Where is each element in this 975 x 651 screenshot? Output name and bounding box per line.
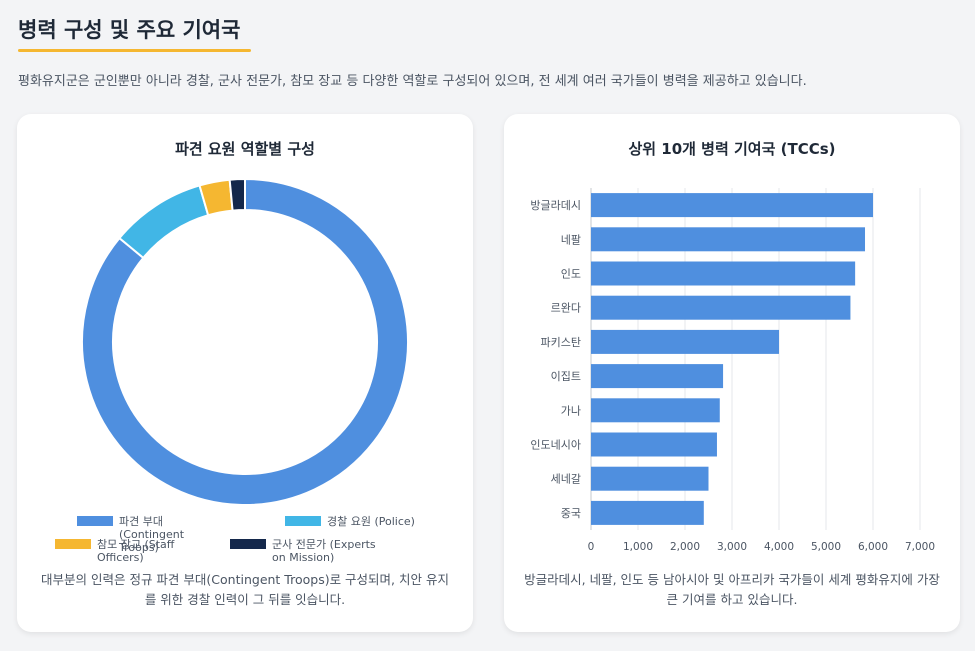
bar-4 xyxy=(591,295,851,320)
bar-8 xyxy=(591,432,717,457)
legend-label-1-line-1: 파견 부대 xyxy=(119,515,163,528)
y-tick-label-2: 네팔 xyxy=(561,233,581,246)
title-underline xyxy=(18,49,251,52)
legend-swatch-4 xyxy=(230,539,266,549)
legend-label-3-line-1: 참모 장교 (Staff xyxy=(97,538,175,551)
y-tick-label-9: 세네갈 xyxy=(551,472,581,486)
legend-label-4-line-1: 군사 전문가 (Experts xyxy=(272,538,376,551)
x-tick-label-1: 0 xyxy=(588,541,595,553)
bar-3 xyxy=(591,261,856,286)
y-tick-label-7: 가나 xyxy=(561,404,581,417)
x-tick-label-5: 4,000 xyxy=(764,541,794,553)
donut-chart-caption: 대부분의 인력은 정규 파견 부대(Contingent Troops)로 구성… xyxy=(41,572,449,607)
x-tick-label-8: 7,000 xyxy=(905,541,935,553)
bar-10 xyxy=(591,500,704,525)
x-tick-label-4: 3,000 xyxy=(717,541,747,553)
bar-5 xyxy=(591,329,779,354)
role-composition-card: 파견 요원 역할별 구성 파견 부대 (Contingent Troops) 경찰 요… xyxy=(17,114,473,632)
legend-label-3-line-2: Officers) xyxy=(97,551,144,564)
bar-chart-title: 상위 10개 병력 기여국 (TCCs) xyxy=(628,140,836,158)
legend-label-2-line-1: 경찰 요원 (Police) xyxy=(327,515,415,528)
y-tick-label-5: 파키스탄 xyxy=(541,336,581,349)
legend-label-1-line-3: Troops) xyxy=(118,541,159,554)
section-title: 병력 구성 및 주요 기여국 xyxy=(18,18,241,42)
y-tick-label-3: 인도 xyxy=(561,268,581,281)
donut-slice-1 xyxy=(81,177,409,506)
legend-swatch-3 xyxy=(55,539,91,549)
x-tick-label-6: 5,000 xyxy=(811,541,841,553)
bar-1 xyxy=(591,193,873,218)
section-intro: 평화유지군은 군인뿐만 아니라 경찰, 군사 전문가, 참모 장교 등 다양한 … xyxy=(18,74,807,89)
bar-chart-caption: 방글라데시, 네팔, 인도 등 남아시아 및 아프리카 국가들이 세계 평화유지… xyxy=(524,572,940,607)
bar-2 xyxy=(591,227,866,252)
y-tick-label-1: 방글라데시 xyxy=(530,199,581,212)
y-tick-label-10: 중국 xyxy=(561,507,581,520)
x-tick-label-3: 2,000 xyxy=(670,541,700,553)
donut-chart-title: 파견 요원 역할별 구성 xyxy=(175,140,315,158)
legend-swatch-1 xyxy=(77,516,113,526)
y-tick-label-6: 이집트 xyxy=(551,370,581,383)
legend-label-1-line-2: (Contingent xyxy=(119,528,185,541)
bar-9 xyxy=(591,466,709,491)
bar-7 xyxy=(591,398,720,423)
legend-swatch-2 xyxy=(285,516,321,526)
donut-slice-4 xyxy=(228,177,246,212)
x-tick-label-7: 6,000 xyxy=(858,541,888,553)
y-tick-label-8: 인도네시아 xyxy=(530,439,581,452)
donut-slice-2 xyxy=(117,184,210,260)
y-tick-label-4: 르완다 xyxy=(551,302,581,315)
bar-6 xyxy=(591,364,724,389)
x-tick-label-2: 1,000 xyxy=(623,541,653,553)
legend-label-4-line-2: on Mission) xyxy=(272,551,334,564)
